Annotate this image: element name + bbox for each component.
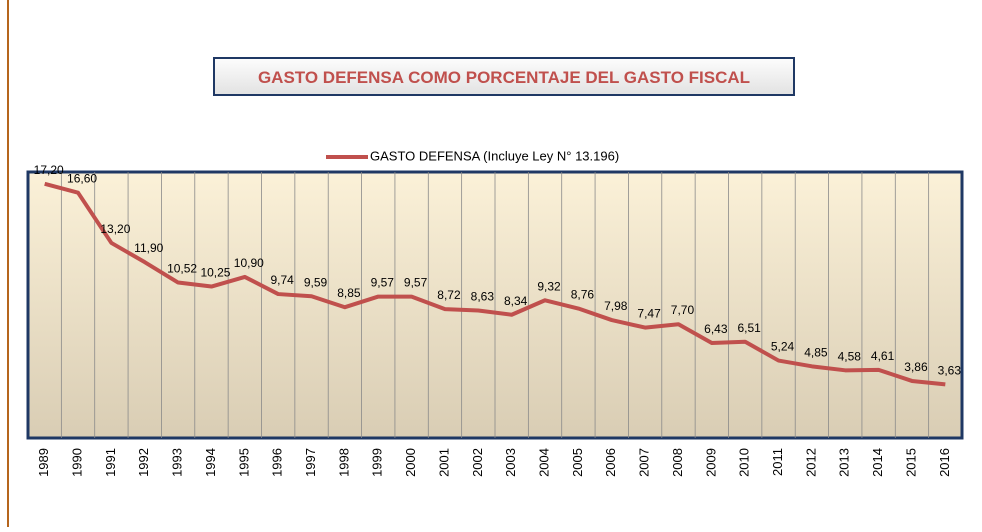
title-box [213, 57, 795, 96]
data-label: 17,20 [34, 163, 64, 177]
x-tick-label: 1999 [370, 448, 385, 477]
x-tick-label: 2000 [403, 448, 418, 477]
x-tick-label: 1994 [203, 448, 218, 477]
x-tick-label: 1990 [69, 448, 84, 477]
data-label: 9,57 [371, 276, 395, 290]
x-tick-label: 2008 [670, 448, 685, 477]
x-tick-label: 1992 [136, 448, 151, 477]
x-tick-label: 2011 [770, 448, 785, 476]
data-label: 10,90 [234, 256, 264, 270]
legend-label: GASTO DEFENSA (Incluye Ley N° 13.196) [370, 148, 619, 163]
data-label: 13,20 [100, 222, 130, 236]
data-label: 10,52 [167, 262, 197, 276]
data-label: 7,47 [637, 307, 661, 321]
x-tick-label: 2001 [436, 448, 451, 477]
data-label: 7,70 [671, 303, 695, 317]
data-label: 6,51 [737, 321, 761, 335]
data-label: 4,58 [838, 349, 862, 363]
data-label: 4,61 [871, 349, 895, 363]
data-label: 8,85 [337, 286, 361, 300]
x-tick-label: 2004 [536, 448, 551, 477]
x-tick-label: 1991 [103, 448, 118, 477]
data-label: 6,43 [704, 322, 728, 336]
x-tick-label: 2005 [570, 448, 585, 477]
data-label: 9,32 [537, 279, 561, 293]
x-tick-label: 2010 [737, 448, 752, 477]
x-tick-label: 1998 [336, 448, 351, 477]
x-tick-label: 2009 [703, 448, 718, 477]
x-tick-label: 2016 [937, 448, 952, 477]
data-label: 7,98 [604, 299, 628, 313]
data-label: 8,76 [571, 288, 595, 302]
x-tick-label: 1997 [303, 448, 318, 477]
x-tick-label: 1993 [170, 448, 185, 477]
x-tick-label: 2002 [470, 448, 485, 477]
data-label: 5,24 [771, 340, 795, 354]
data-label: 3,63 [938, 363, 962, 377]
data-label: 3,86 [904, 360, 928, 374]
data-label: 9,57 [404, 276, 428, 290]
chart-title: GASTO DEFENSA COMO PORCENTAJE DEL GASTO … [258, 68, 750, 87]
data-label: 8,34 [504, 294, 528, 308]
x-tick-label: 2012 [803, 448, 818, 477]
data-label: 11,90 [134, 241, 163, 255]
x-tick-label: 2014 [870, 448, 885, 477]
x-tick-label: 1989 [36, 448, 51, 477]
data-label: 8,72 [437, 288, 461, 302]
x-tick-label: 2007 [637, 448, 652, 477]
x-tick-label: 2006 [603, 448, 618, 477]
data-label: 16,60 [67, 172, 97, 186]
data-label: 8,63 [471, 289, 495, 303]
x-tick-label: 2015 [903, 448, 918, 477]
x-tick-label: 2003 [503, 448, 518, 477]
data-line [44, 181, 946, 387]
data-label: 4,85 [804, 345, 828, 359]
x-tick-label: 2013 [837, 448, 852, 477]
data-label: 9,74 [270, 273, 294, 287]
data-label: 10,25 [200, 266, 230, 280]
x-tick-label: 1995 [236, 448, 251, 477]
data-label: 9,59 [304, 275, 328, 289]
x-tick-label: 1996 [270, 448, 285, 477]
